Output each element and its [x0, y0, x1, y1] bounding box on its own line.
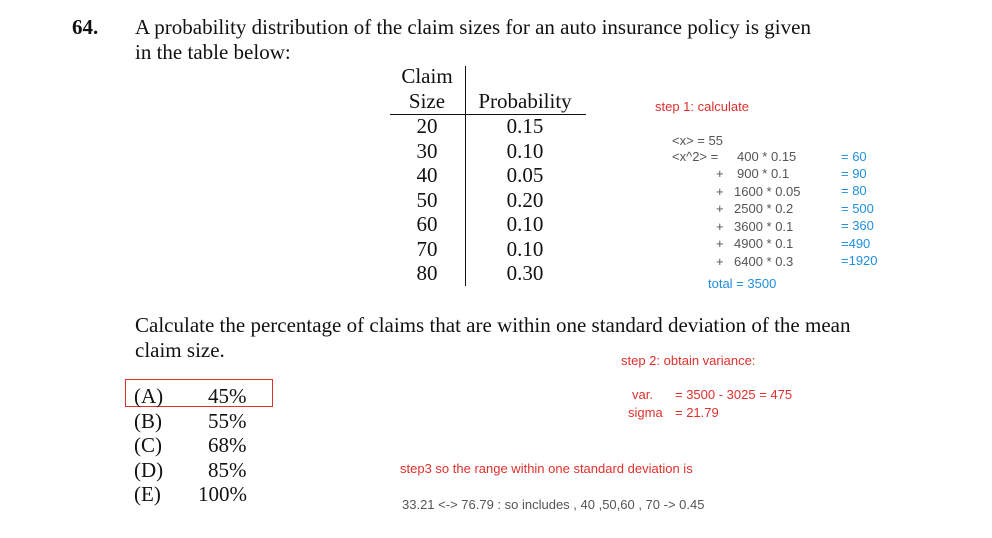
- product-term: 3600 * 0.1: [734, 219, 794, 234]
- table-divider-vertical: [465, 66, 466, 286]
- plus-sign: +: [716, 184, 724, 199]
- question-text-line1: A probability distribution of the claim …: [135, 15, 811, 39]
- product-result: = 60: [841, 149, 867, 164]
- choice-letter: (C): [134, 433, 162, 457]
- question-number: 64.: [72, 15, 99, 39]
- table-divider-horizontal: [390, 114, 586, 115]
- choice-value: 85%: [208, 458, 247, 482]
- plus-sign: +: [716, 254, 724, 269]
- choice-value: 100%: [198, 482, 247, 506]
- product-result: = 360: [841, 218, 874, 233]
- sigma-value: = 21.79: [675, 405, 719, 420]
- table-cell-size: 80: [416, 261, 438, 285]
- range-line: 33.21 <-> 76.79 : so includes , 40 ,50,6…: [402, 497, 705, 512]
- choice-letter: (A): [134, 384, 164, 408]
- selected-answer-highlight: [125, 379, 273, 407]
- product-term: 4900 * 0.1: [734, 236, 794, 251]
- variance-value: = 3500 - 3025 = 475: [675, 387, 793, 402]
- question-ask-line2: claim size.: [135, 338, 225, 362]
- product-result: = 90: [841, 166, 867, 181]
- table-cell-prob: 0.05: [506, 163, 544, 187]
- choice-value: 68%: [208, 433, 247, 457]
- total-line: total = 3500: [708, 276, 777, 291]
- product-term: 2500 * 0.2: [734, 201, 794, 216]
- table-cell-prob: 0.15: [506, 114, 544, 138]
- table-cell-size: 70: [416, 237, 438, 261]
- mean-line: <x> = 55: [672, 133, 723, 148]
- plus-sign: +: [716, 219, 724, 234]
- product-term: 400 * 0.15: [737, 149, 797, 164]
- table-cell-prob: 0.30: [506, 261, 544, 285]
- question-text-line2: in the table below:: [135, 40, 291, 64]
- table-cell-size: 40: [416, 163, 438, 187]
- choice-value: 45%: [208, 384, 247, 408]
- table-cell-size: 50: [416, 188, 438, 212]
- table-cell-prob: 0.10: [506, 139, 544, 163]
- product-term: 1600 * 0.05: [734, 184, 801, 199]
- table-cell-prob: 0.10: [506, 237, 544, 261]
- variance-label: var.: [632, 387, 653, 402]
- header-claim: Claim: [401, 64, 453, 88]
- step1-label: step 1: calculate: [655, 99, 749, 114]
- sigma-label: sigma: [628, 405, 663, 420]
- choice-letter: (D): [134, 458, 164, 482]
- product-result: = 80: [841, 183, 867, 198]
- x2-label: <x^2> =: [672, 149, 719, 164]
- question-ask-line1: Calculate the percentage of claims that …: [135, 313, 851, 337]
- header-size: Size: [408, 89, 446, 113]
- table-cell-size: 60: [416, 212, 438, 236]
- table-cell-size: 20: [416, 114, 438, 138]
- next-question-cutoff: [80, 532, 840, 538]
- choice-value: 55%: [208, 409, 247, 433]
- step3-label: step3 so the range within one standard d…: [400, 461, 693, 476]
- step2-label: step 2: obtain variance:: [621, 353, 756, 368]
- plus-sign: +: [716, 236, 724, 251]
- table-cell-prob: 0.10: [506, 212, 544, 236]
- table-cell-size: 30: [416, 139, 438, 163]
- plus-sign: +: [716, 166, 724, 181]
- product-result: =490: [841, 236, 871, 251]
- product-term: 900 * 0.1: [737, 166, 790, 181]
- plus-sign: +: [716, 201, 724, 216]
- choice-letter: (B): [134, 409, 162, 433]
- header-probability: Probability: [478, 89, 572, 113]
- product-result: = 500: [841, 201, 874, 216]
- choice-letter: (E): [134, 482, 161, 506]
- product-term: 6400 * 0.3: [734, 254, 794, 269]
- table-cell-prob: 0.20: [506, 188, 544, 212]
- product-result: =1920: [841, 253, 878, 268]
